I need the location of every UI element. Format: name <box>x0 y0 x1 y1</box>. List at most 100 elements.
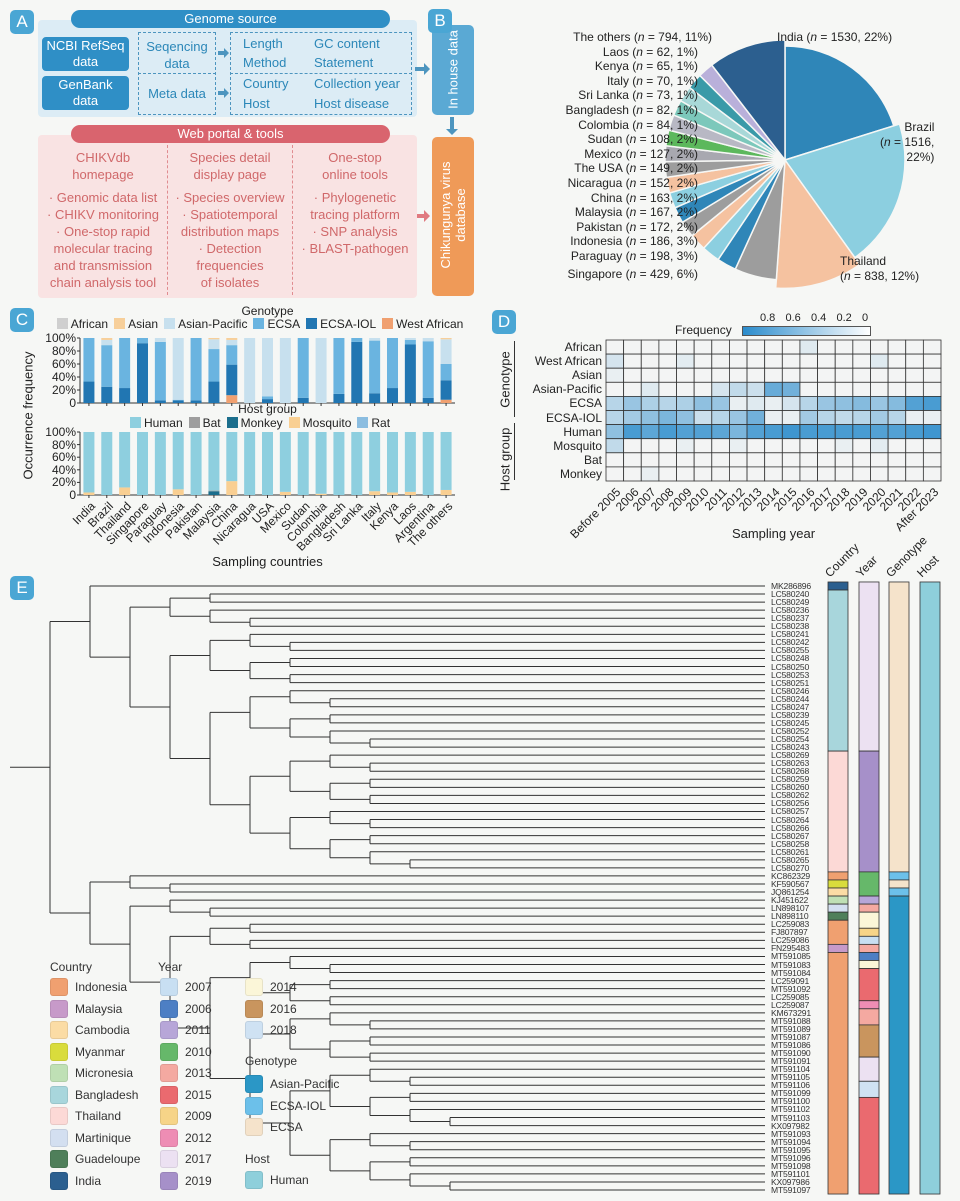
heatmap-row-label: Monkey <box>559 466 602 481</box>
bar-segment-ecsa <box>190 338 202 401</box>
pie-slice-thailand <box>774 157 861 290</box>
genbank-line-1: GenBank <box>58 77 113 92</box>
tip-label: LC259091 <box>771 975 810 986</box>
annotation-country-block <box>827 871 849 881</box>
annotation-country-block <box>827 952 849 1195</box>
ncbi-refseq-box: NCBI RefSeq data <box>42 37 129 71</box>
legend-item: ECSA <box>253 318 300 331</box>
legend-item: West African <box>382 318 463 331</box>
tip-label: LC580262 <box>771 790 810 801</box>
column-title-line: Species detail <box>189 150 271 165</box>
legend-swatch <box>253 318 265 329</box>
tip-label: LC580245 <box>771 717 810 728</box>
tip-label: MT591096 <box>771 1152 811 1163</box>
annotation-year-block <box>858 750 880 873</box>
slice-value: (n = 1530, 22%) <box>806 30 893 44</box>
legend-swatch <box>50 1064 68 1082</box>
bar-segment-mosquito <box>369 491 381 495</box>
legend-label: Cambodia <box>75 1023 130 1037</box>
bar-segment-ecsa-iol <box>190 400 202 403</box>
pie-label: Indonesia (n = 186, 3%) <box>570 234 698 248</box>
annotation-country-block <box>827 895 849 905</box>
tip-label: FJ807897 <box>771 927 808 938</box>
tip-label: LC580243 <box>771 742 810 753</box>
pie-label: Malaysia (n = 167, 2%) <box>575 205 698 219</box>
tip-label: MT591089 <box>771 1023 811 1034</box>
homepage-column: CHIKVdb homepage · Genomic data list · CHIK… <box>40 149 166 291</box>
bar-segment-human <box>244 432 256 495</box>
bar-segment-mosquito <box>119 487 131 495</box>
y-tick-label: 40% <box>51 462 76 477</box>
genotype-bracket <box>514 341 515 417</box>
slice-name: Sri Lanka <box>578 88 633 103</box>
legend-swatch <box>160 1150 178 1168</box>
field-method: Method <box>243 55 287 70</box>
tip-label: LC580258 <box>771 838 810 849</box>
bar-segment-mosquito <box>387 492 398 495</box>
bar-segment-asian-pacific <box>440 339 452 364</box>
annotation-year-block <box>858 581 880 752</box>
tip-label: LC580249 <box>771 597 810 608</box>
slice-name: Nicaragua <box>567 176 626 190</box>
legend-label: 2010 <box>185 1044 212 1059</box>
bar-segment-ecsa <box>83 338 95 382</box>
frequency-tick-label: 0.6 <box>785 312 801 324</box>
column-item: · Genomic data list <box>48 190 158 205</box>
legend-label: ECSA-IOL <box>270 1098 327 1113</box>
frequency-tick-label: 0.8 <box>760 312 776 324</box>
bar-segment-human <box>137 432 148 495</box>
tip-label: MT591083 <box>771 959 811 970</box>
heatmap-row-label: ECSA-IOL <box>545 410 602 425</box>
legend-swatch <box>50 978 68 996</box>
field-country: Country <box>243 76 289 91</box>
column-item: · One-stop rapid <box>56 224 150 239</box>
tip-label: LC580254 <box>771 734 810 744</box>
heatmap-row-label: Bat <box>583 452 602 467</box>
slice-name: Malaysia <box>574 205 626 220</box>
bar-segment-asian <box>440 338 452 340</box>
field-statement: Statement <box>314 55 374 70</box>
pie-label: The USA (n = 149, 2%) <box>574 161 698 175</box>
divider <box>230 73 412 74</box>
tip-label: MT591087 <box>771 1031 811 1042</box>
host-legend-title: Host group <box>238 402 297 416</box>
legend-swatch <box>160 1064 178 1082</box>
divider <box>167 145 168 295</box>
legend-label: ECSA <box>270 1120 303 1134</box>
legend-swatch <box>245 999 263 1018</box>
legend-label: 2016 <box>270 1001 297 1016</box>
seq-line-1: Seqencing <box>146 39 208 54</box>
tip-label: MT591098 <box>771 1160 811 1171</box>
column-item: · Detection <box>198 241 262 256</box>
legend-label: 2017 <box>185 1152 212 1166</box>
legend-label: 2011 <box>185 1023 211 1037</box>
bar-segment-ecsa <box>262 396 273 400</box>
legend-label: 2009 <box>185 1109 212 1123</box>
bar-segment-ecsa <box>351 338 363 342</box>
bar-segment-ecsa <box>369 340 381 394</box>
tip-label: MT591091 <box>771 1056 811 1067</box>
panel-a-badge: A <box>10 10 34 34</box>
slice-value: (n = 62, 1%) <box>632 44 698 59</box>
tip-label: MT591088 <box>771 1015 811 1026</box>
tip-label: LC580237 <box>771 613 810 624</box>
slice-value: (n = 794, 11%) <box>633 30 712 44</box>
annotation-year-block <box>858 1008 880 1026</box>
tip-label: LC580257 <box>771 806 810 817</box>
legend-swatch <box>160 999 178 1018</box>
slice-value: (n = 149, 2%) <box>625 161 698 176</box>
tip-label: LC580264 <box>771 814 810 825</box>
bar-segment-human <box>279 432 291 492</box>
divider <box>138 73 216 74</box>
slice-value: (n = 108, 2%) <box>625 132 698 147</box>
frequency-color-scale <box>742 326 871 336</box>
tip-label: LC580253 <box>771 669 810 680</box>
bar-segment-asian <box>226 338 238 340</box>
slice-name: The others <box>573 30 634 44</box>
slice-name: Bangladesh <box>565 103 633 117</box>
legend-item: Rat <box>357 417 390 430</box>
field-gc-content: GC content <box>314 36 380 51</box>
bar-segment-ecsa-iol <box>154 400 166 403</box>
bar-segment-human <box>404 432 416 492</box>
tip-label: MT591084 <box>771 967 811 978</box>
